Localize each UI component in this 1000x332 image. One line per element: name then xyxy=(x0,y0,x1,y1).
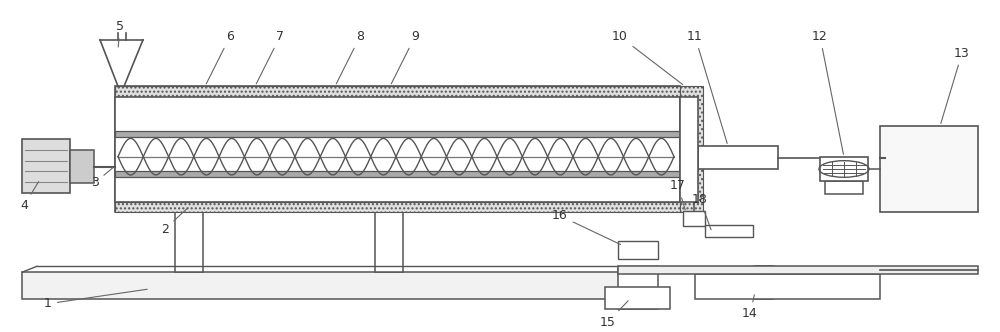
Bar xyxy=(705,225,753,237)
Bar xyxy=(618,269,658,309)
Text: 8: 8 xyxy=(336,30,364,84)
Text: 16: 16 xyxy=(552,209,620,244)
Bar xyxy=(605,287,670,309)
Text: 12: 12 xyxy=(812,30,843,154)
Bar xyxy=(22,272,642,299)
Text: 10: 10 xyxy=(612,30,683,85)
Bar xyxy=(115,86,680,212)
Bar xyxy=(115,171,680,177)
Bar xyxy=(115,97,680,202)
Bar xyxy=(680,97,698,202)
Text: 9: 9 xyxy=(391,30,419,84)
Text: 2: 2 xyxy=(161,208,188,236)
Text: 15: 15 xyxy=(600,301,628,329)
Text: 5: 5 xyxy=(116,20,124,47)
Text: 14: 14 xyxy=(742,295,758,320)
Text: 13: 13 xyxy=(941,46,970,124)
Bar xyxy=(683,211,705,226)
Text: 11: 11 xyxy=(687,30,727,143)
Text: 3: 3 xyxy=(91,168,113,189)
Text: 18: 18 xyxy=(692,193,711,230)
Bar xyxy=(115,86,680,97)
Bar xyxy=(820,157,868,181)
Bar xyxy=(755,266,773,299)
Bar xyxy=(70,150,94,183)
Bar xyxy=(175,212,203,272)
Text: 1: 1 xyxy=(44,289,147,310)
Bar xyxy=(375,212,403,272)
Bar xyxy=(115,131,680,137)
Text: 7: 7 xyxy=(256,30,284,84)
Bar xyxy=(698,146,778,169)
Bar xyxy=(695,274,880,299)
Text: 6: 6 xyxy=(206,30,234,84)
Bar xyxy=(618,241,658,259)
Bar xyxy=(880,126,978,212)
Text: 4: 4 xyxy=(20,182,39,212)
Bar xyxy=(115,202,680,212)
Bar xyxy=(618,266,978,274)
Bar xyxy=(825,181,863,194)
Bar xyxy=(22,139,70,193)
Bar xyxy=(680,86,703,212)
Text: 17: 17 xyxy=(670,179,686,210)
